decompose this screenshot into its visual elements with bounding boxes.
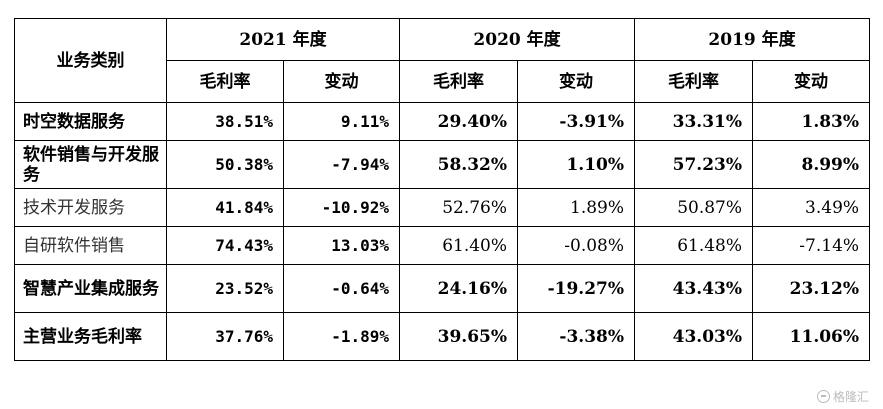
- margin-table-container: 业务类别 2021 年度 2020 年度 2019 年度 毛利率 变动 毛利率 …: [14, 18, 871, 361]
- table-cell: 50.38%: [166, 140, 284, 189]
- header-margin-2020: 毛利率: [399, 60, 519, 103]
- table-row: 主营业务毛利率 37.76% -1.89% 39.65% -3.38% 43.03% 11.…: [14, 312, 871, 361]
- table-cell: 29.40%: [399, 102, 519, 141]
- table-cell: 43.43%: [634, 264, 754, 313]
- table-cell: 1.10%: [517, 140, 636, 189]
- header-year-2021: 2021 年度: [165, 18, 401, 61]
- watermark-text: 格隆汇: [832, 390, 869, 404]
- table-cell: -7.14%: [752, 226, 871, 265]
- table-cell: 61.40%: [399, 226, 519, 265]
- header-row-years: 业务类别 2021 年度 2020 年度 2019 年度: [14, 18, 871, 103]
- header-row-metrics: 毛利率 变动 毛利率 变动 毛利率 变动: [15, 60, 871, 103]
- table-cell: 61.48%: [634, 226, 754, 265]
- header-change-2019: 变动: [752, 60, 871, 103]
- row-category-label: 软件销售与开发服务: [14, 140, 167, 189]
- table-cell: 1.83%: [752, 102, 871, 141]
- table-cell: 38.51%: [166, 102, 284, 141]
- table-cell: 74.43%: [166, 226, 284, 265]
- table-cell: -1.89%: [282, 312, 401, 361]
- table-cell: 57.23%: [634, 140, 754, 189]
- table-cell: 58.32%: [399, 140, 519, 189]
- table-cell: -0.64%: [282, 264, 401, 313]
- header-category: 业务类别: [14, 18, 167, 103]
- table-cell: -3.91%: [517, 102, 636, 141]
- watermark: 格隆汇: [816, 388, 869, 405]
- table-cell: -10.92%: [282, 188, 401, 227]
- table-row: 软件销售与开发服务 50.38% -7.94% 58.32% 1.10% 57.23% 8.…: [14, 140, 871, 189]
- table-cell: 41.84%: [166, 188, 284, 227]
- header-margin-2021: 毛利率: [166, 60, 284, 103]
- table-row: 智慧产业集成服务 23.52% -0.64% 24.16% -19.27% 43.43% 2…: [14, 264, 871, 313]
- header-change-2020: 变动: [517, 60, 636, 103]
- table-cell: -19.27%: [517, 264, 636, 313]
- table-cell: 52.76%: [399, 188, 519, 227]
- table-cell: 50.87%: [634, 188, 754, 227]
- table-cell: 24.16%: [399, 264, 519, 313]
- table-cell: 33.31%: [634, 102, 754, 141]
- table-body: 时空数据服务 38.51% 9.11% 29.40% -3.91% 33.31% 1.83%…: [14, 102, 871, 361]
- table-cell: -7.94%: [282, 140, 401, 189]
- header-margin-2019: 毛利率: [634, 60, 754, 103]
- table-cell: 23.12%: [752, 264, 871, 313]
- header-year-2019: 2019 年度: [634, 18, 871, 61]
- header-change-2021: 变动: [282, 60, 401, 103]
- table-cell: 1.89%: [517, 188, 636, 227]
- table-cell: 13.03%: [282, 226, 401, 265]
- table-cell: 3.49%: [752, 188, 871, 227]
- table-row: 自研软件销售 74.43% 13.03% 61.40% -0.08% 61.48% -7.1…: [14, 226, 871, 265]
- row-category-label: 主营业务毛利率: [14, 312, 167, 361]
- table-row: 技术开发服务 41.84% -10.92% 52.76% 1.89% 50.87% 3.49…: [14, 188, 871, 227]
- table-cell: -3.38%: [517, 312, 636, 361]
- gross-margin-table: 业务类别 2021 年度 2020 年度 2019 年度 毛利率 变动 毛利率 …: [14, 18, 871, 361]
- row-category-label: 技术开发服务: [14, 188, 167, 227]
- gelonghui-logo-icon: [816, 390, 830, 403]
- row-category-label: 智慧产业集成服务: [14, 264, 167, 313]
- table-row: 时空数据服务 38.51% 9.11% 29.40% -3.91% 33.31% 1.83%: [14, 102, 871, 141]
- row-category-label: 自研软件销售: [14, 226, 167, 265]
- table-cell: 23.52%: [166, 264, 284, 313]
- table-cell: 43.03%: [634, 312, 754, 361]
- header-year-2020: 2020 年度: [399, 18, 636, 61]
- table-cell: 39.65%: [399, 312, 519, 361]
- table-cell: -0.08%: [517, 226, 636, 265]
- table-cell: 8.99%: [752, 140, 871, 189]
- row-category-label: 时空数据服务: [14, 102, 167, 141]
- table-cell: 9.11%: [282, 102, 401, 141]
- table-cell: 37.76%: [166, 312, 284, 361]
- table-cell: 11.06%: [752, 312, 871, 361]
